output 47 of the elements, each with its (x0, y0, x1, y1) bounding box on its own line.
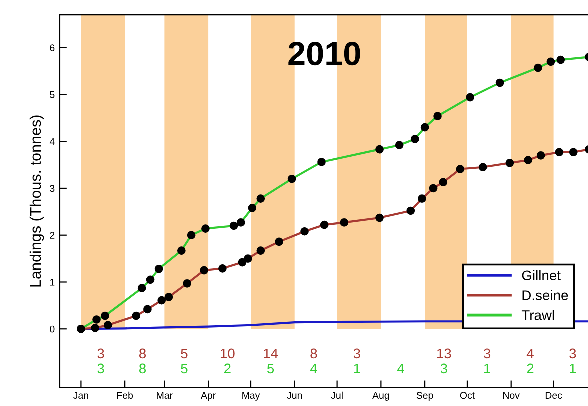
x-tick-label: Jan (74, 392, 88, 400)
annotation: 2 (527, 364, 534, 374)
annotation: 2 (224, 364, 231, 374)
x-tick-label: May (242, 392, 260, 401)
annotation: 1 (354, 364, 360, 374)
annotation: 3 (440, 364, 448, 374)
x-tick-label: Nov (504, 392, 520, 400)
annotation: 8 (139, 348, 146, 359)
y-tick-label: 6 (50, 44, 55, 52)
y-tick-label: 0 (50, 326, 55, 333)
x-tick-label: Jun (287, 392, 302, 400)
x-tick-label: Apr (201, 392, 216, 401)
annotation: 13 (437, 348, 452, 359)
annotation: 5 (181, 364, 188, 374)
annotation: 4 (310, 364, 318, 374)
annotation: 3 (570, 348, 576, 359)
y-tick-label: 1 (50, 279, 55, 286)
annotation: 4 (526, 348, 534, 359)
x-tick-label: Mar (157, 392, 173, 400)
annotation: 8 (310, 348, 318, 359)
x-tick-label: Sep (416, 392, 434, 401)
y-axis-title: Landings (Thous. tonnes) (30, 116, 44, 287)
y-tick-label: 3 (50, 185, 55, 192)
legend-label: Gillnet (522, 270, 561, 281)
annotation: 3 (98, 348, 104, 359)
annotation: 4 (397, 364, 404, 374)
x-tick-label: Oct (460, 392, 475, 400)
x-tick-label: Dec (546, 392, 562, 400)
annotation: 5 (181, 348, 188, 359)
annotation: 8 (139, 364, 146, 374)
text: 2010 (288, 42, 360, 66)
y-tick-label: 5 (50, 92, 55, 98)
legend-label: D.seine (522, 290, 568, 300)
y-tick-label: 4 (50, 138, 55, 146)
annotation: 14 (264, 348, 278, 359)
x-tick-label: Jul (331, 392, 343, 400)
legend-label: Trawl (522, 310, 554, 320)
annotation: 3 (354, 348, 360, 359)
annotation: 1 (484, 364, 490, 374)
annotation: 1 (570, 364, 576, 374)
annotation: 5 (268, 364, 274, 374)
annotation: 3 (484, 348, 491, 359)
x-tick-label: Aug (372, 392, 390, 401)
annotation: 3 (98, 364, 104, 374)
annotation: 10 (220, 348, 235, 359)
y-tick-label: 2 (50, 232, 55, 239)
x-tick-label: Feb (117, 392, 134, 400)
